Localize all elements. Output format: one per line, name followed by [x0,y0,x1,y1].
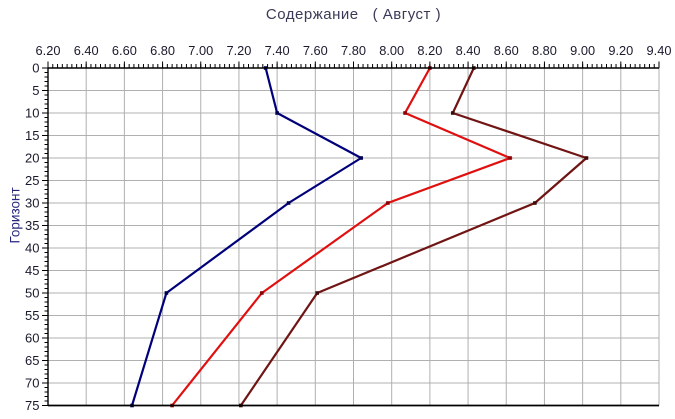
x-tick-label: 9.00 [570,43,595,58]
x-tick-label: 7.60 [303,43,328,58]
series-marker-profile-navy [359,156,363,160]
series-marker-profile-red [403,111,407,115]
y-tick-label: 5 [32,83,39,98]
x-tick-label: 8.40 [456,43,481,58]
series-marker-profile-darkred [533,201,537,205]
x-tick-label: 6.80 [150,43,175,58]
series-line-profile-red [171,67,514,407]
series-marker-profile-darkred [584,156,589,160]
y-tick-label: 10 [25,106,39,121]
y-tick-label: 65 [25,353,39,368]
x-tick-label: 8.60 [494,43,519,58]
y-tick-label: 55 [25,308,39,323]
chart-title-left: Содержание [265,6,359,23]
x-tick-label: 7.80 [341,43,366,58]
y-tick-label: 50 [25,286,39,301]
x-tick-label: 8.80 [532,43,557,58]
x-tick-label: 8.20 [417,43,442,58]
series-marker-profile-navy [275,111,279,115]
y-tick-label: 70 [25,376,39,391]
y-tick-label: 20 [25,151,39,166]
x-tick-label: 6.60 [112,43,137,58]
x-tick-label: 6.20 [36,43,61,58]
y-tick-label: 35 [25,218,39,233]
series-marker-profile-red [386,201,390,205]
y-tick-label: 60 [25,331,39,346]
y-tick-label: 25 [25,173,39,188]
series-marker-profile-red [508,156,512,160]
x-tick-label: 7.00 [188,43,213,58]
series-marker-profile-navy [286,201,291,205]
y-tick-label: 40 [25,241,39,256]
x-tick-label: 7.20 [226,43,251,58]
y-tick-label: 30 [25,196,39,211]
y-tick-label: 0 [32,61,39,76]
y-tick-label: 45 [25,263,39,278]
series-line-profile-navy [130,67,364,406]
x-tick-label: 8.00 [379,43,404,58]
x-tick-label: 6.40 [74,43,99,58]
x-tick-label: 9.20 [608,43,633,58]
series-marker-profile-red [260,291,264,295]
chart-title: Содержание ( Август ) [48,6,659,23]
series-marker-profile-navy [164,291,169,295]
series-marker-profile-darkred [450,111,455,115]
y-tick-label: 75 [25,398,39,413]
chart-title-right: ( Август ) [372,6,442,23]
series-line-profile-darkred [239,67,589,407]
series-marker-profile-darkred [315,291,320,295]
y-tick-label: 15 [25,128,39,143]
x-tick-label: 7.40 [265,43,290,58]
x-tick-label: 9.40 [647,43,672,58]
